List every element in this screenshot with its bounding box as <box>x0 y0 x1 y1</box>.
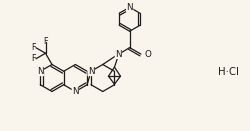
Text: N: N <box>126 3 133 12</box>
Text: N: N <box>88 67 94 76</box>
Text: O: O <box>145 50 152 59</box>
Text: N: N <box>37 67 44 76</box>
Text: H·Cl: H·Cl <box>218 67 238 77</box>
Text: N: N <box>115 50 121 59</box>
Text: N: N <box>72 87 79 96</box>
Text: F: F <box>32 43 36 52</box>
Text: F: F <box>43 37 48 46</box>
Text: F: F <box>32 54 36 63</box>
